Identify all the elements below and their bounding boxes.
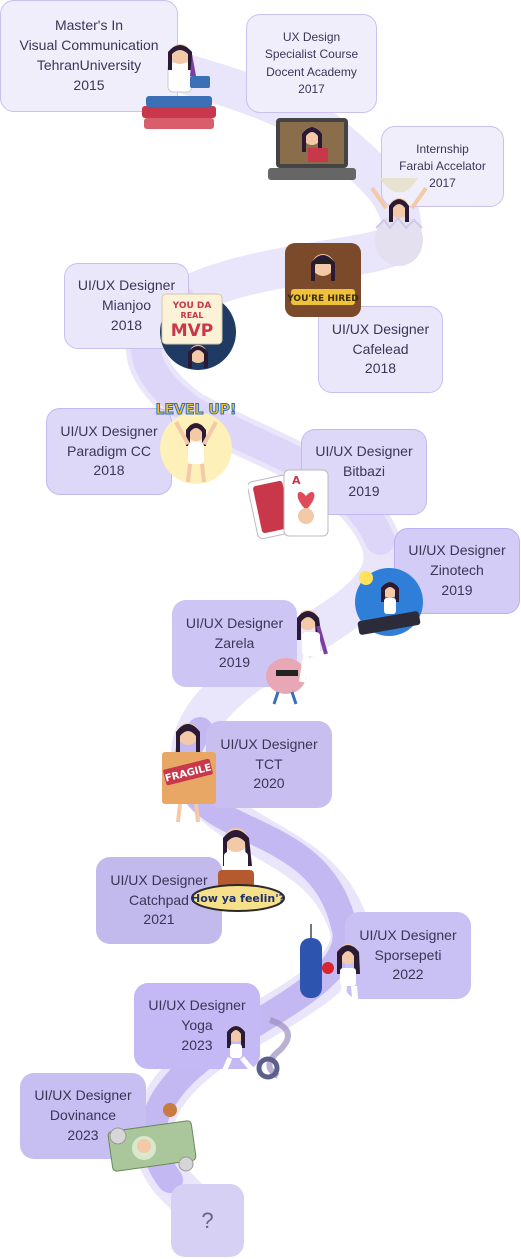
hired-text: YOU'RE HIRED xyxy=(286,294,359,304)
card-line: Zarela xyxy=(214,634,255,651)
card-line: 2017 xyxy=(298,81,325,96)
milestone-card-sporsepeti[interactable]: UI/UX Designer Sporsepeti 2022 xyxy=(345,912,471,999)
level-up-avatar-icon: LEVEL UP! xyxy=(155,402,237,484)
mvp-text-2: REAL xyxy=(181,311,204,320)
card-line: TCT xyxy=(255,755,283,772)
card-line: 2023 xyxy=(67,1126,99,1143)
card-line: UI/UX Designer xyxy=(60,422,158,439)
card-line: 2019 xyxy=(441,581,473,598)
card-line: UI/UX Designer xyxy=(359,926,457,943)
fragile-box-avatar-icon: FRAGILE xyxy=(162,723,216,823)
card-line: TehranUniversity xyxy=(36,57,142,73)
card-line: 2022 xyxy=(392,966,424,983)
card-line: 2019 xyxy=(348,482,380,499)
card-line: UI/UX Designer xyxy=(185,614,284,631)
card-line: UI/UX Designer xyxy=(34,1087,132,1104)
card-line: Paradigm CC xyxy=(66,442,152,459)
card-line: Cafelead xyxy=(352,340,409,357)
keyboard-avatar-icon xyxy=(355,568,423,636)
milestone-card-cafelead[interactable]: UI/UX Designer Cafelead 2018 xyxy=(318,306,443,393)
card-line: Master's In xyxy=(54,17,124,34)
brain-avatar-icon xyxy=(266,610,329,705)
card-line: UI/UX Designer xyxy=(408,542,506,559)
money-avatar-icon xyxy=(107,1103,197,1172)
card-line: Internship xyxy=(416,141,469,156)
mvp-text-3: MVP xyxy=(171,321,214,341)
card-line: 2018 xyxy=(93,462,125,479)
card-letter: A xyxy=(292,474,301,487)
card-line: Yoga xyxy=(181,1017,213,1034)
card-line: Docent Academy xyxy=(266,64,357,79)
laptop-avatar-icon xyxy=(268,118,356,180)
card-line: 2018 xyxy=(364,360,397,377)
card-line: UI/UX Designer xyxy=(315,443,413,460)
milestone-card-farabi[interactable]: Internship Farabi Accelator 2017 xyxy=(381,126,504,207)
card-line: UX Design xyxy=(282,30,341,45)
how-ya-feelin-text: How ya feelin'? xyxy=(191,892,285,905)
milestone-card-tct[interactable]: UI/UX Designer TCT 2020 xyxy=(206,721,332,808)
future-card[interactable]: ? xyxy=(171,1184,244,1257)
milestone-card-docent[interactable]: UX Design Specialist Course Docent Acade… xyxy=(246,14,377,113)
egg-avatar-icon xyxy=(370,178,428,266)
yoga-avatar-icon xyxy=(220,1017,291,1080)
books-avatar-icon xyxy=(142,44,216,129)
card-line: UI/UX Designer xyxy=(148,997,246,1014)
card-line: 2023 xyxy=(181,1036,213,1053)
card-line: 2015 xyxy=(73,76,105,93)
card-line: Visual Communication xyxy=(19,37,159,54)
playing-cards-icon: A xyxy=(248,469,329,540)
mvp-text-1: YOU DA xyxy=(172,301,212,311)
card-line: Zinotech xyxy=(430,562,484,579)
card-line: UI/UX Designer xyxy=(220,735,318,752)
card-line: UI/UX Designer xyxy=(331,320,430,337)
how-ya-feelin-avatar-icon: How ya feelin'? xyxy=(191,828,285,912)
card-line: 2021 xyxy=(143,911,175,928)
milestone-card-paradigm[interactable]: UI/UX Designer Paradigm CC 2018 xyxy=(46,408,172,495)
card-line: Farabi Accelator xyxy=(399,158,486,173)
card-line: Dovinance xyxy=(49,1107,117,1124)
card-line: Bitbazi xyxy=(342,463,386,480)
card-line: Mianjoo xyxy=(101,297,152,314)
card-line: 2020 xyxy=(253,775,285,792)
card-line: UI/UX Designer xyxy=(110,871,208,888)
mvp-avatar-icon: YOU DA REAL MVP xyxy=(160,293,236,370)
card-line: Catchpad xyxy=(129,891,189,908)
card-line: UI/UX Designer xyxy=(77,277,176,294)
boxing-avatar-icon xyxy=(300,924,360,1011)
level-up-text: LEVEL UP! xyxy=(156,402,237,418)
card-line: Sporsepeti xyxy=(374,946,442,963)
milestone-card-masters[interactable]: Master's In Visual Communication TehranU… xyxy=(0,0,178,112)
card-line: 2019 xyxy=(218,654,251,671)
question-mark: ? xyxy=(201,1207,214,1233)
card-line: 2018 xyxy=(110,316,143,333)
card-line: Specialist Course xyxy=(264,47,359,62)
hired-avatar-icon: YOU'RE HIRED xyxy=(285,243,361,317)
card-line: 2017 xyxy=(429,176,456,191)
